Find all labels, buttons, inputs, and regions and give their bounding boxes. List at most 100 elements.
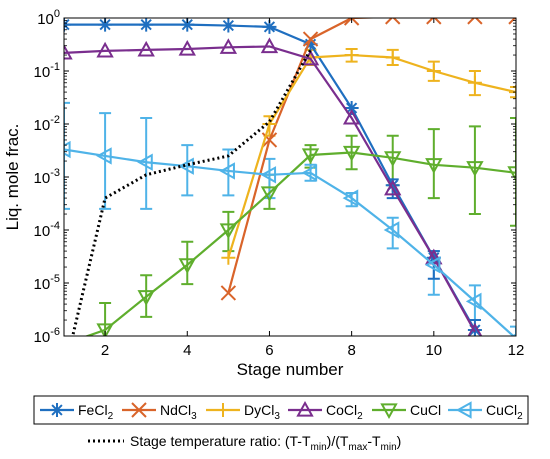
y-tick-label: 10-4 [34,220,60,240]
y-tick-exponent: -4 [50,220,60,232]
data-point [301,164,318,182]
data-point [178,258,196,274]
legend-label-main: CuCl [486,402,517,418]
data-point [344,48,359,63]
error-bar [140,116,153,210]
legend-entry: CuCl2 [448,401,523,422]
error-bar [181,240,194,286]
data-point [425,248,443,265]
y-tick-exponent: -5 [50,273,60,285]
data-point [178,39,196,56]
y-tick-exponent: -1 [50,61,60,73]
data-point [219,223,238,240]
note-sub-min2: min [381,442,397,453]
legend-marker [455,401,472,419]
data-point [221,250,236,265]
x-tick-label: 12 [508,342,525,359]
data-point [98,18,113,32]
error-bar [99,301,112,336]
data-point [342,145,361,162]
error-bar [510,85,516,99]
y-tick-label: 10-3 [34,167,60,187]
legend-entry: FeCl2 [40,402,114,422]
data-point [384,151,402,167]
legend-label-main: FeCl [78,402,108,418]
x-tick-label: 2 [101,342,109,359]
y-tick-base: 10 [34,329,51,346]
series-line [227,53,516,259]
x-axis-title: Stage number [237,360,344,379]
legend-label-sub: 3 [274,411,280,422]
data-point [96,147,112,165]
y-tick-label: 10-1 [34,61,60,81]
y-tick-base: 10 [34,64,51,81]
legend-entry: NdCl3 [122,402,197,422]
note-mid: )/(T [327,433,349,449]
y-tick-base: 10 [34,223,51,240]
y-axis-title: Liq. mole frac. [3,124,22,231]
x-tick-label: 8 [347,342,355,359]
note-end: ) [397,433,402,449]
error-bar [99,112,112,210]
y-tick-exponent: -2 [50,114,60,126]
x-tick-label: 4 [183,342,191,359]
note-sub-max: max [348,442,367,453]
data-point [180,18,195,32]
legend-label-sub: 2 [517,411,523,422]
y-tick-exponent: -6 [50,326,60,338]
legend-label-main: CoCl [326,402,357,418]
series-DyCl3 [221,48,516,265]
data-point [343,18,360,26]
data-point [301,49,320,66]
data-point [509,85,516,100]
legend-label: CuCl [410,402,441,418]
error-bar [468,125,481,216]
data-point [383,221,400,239]
data-point [260,37,279,54]
data-point [57,339,71,352]
data-point [425,158,443,174]
data-point [64,140,71,159]
data-point [220,285,237,301]
legend-marker [296,400,314,417]
y-tick-base: 10 [34,170,51,187]
plot-area [64,18,516,336]
y-tick-exponent: -3 [50,167,60,179]
series-layer [57,18,516,352]
data-point [260,186,279,203]
data-point [426,64,441,78]
legend-label-main: CuCl [410,402,441,418]
error-bar [427,128,440,200]
x-tick-label: 10 [425,342,442,359]
x-tick-label: 6 [265,342,273,359]
temperature-note: Stage temperature ratio: (T-Tmin)/(Tmax-… [88,433,401,453]
note-sub-min: min [311,442,327,453]
data-point [467,18,483,25]
data-point [301,148,320,165]
y-tick-label: 10-2 [34,114,60,134]
legend-label-main: NdCl [160,402,191,418]
legend-marker [216,403,230,417]
series-CuCl2 [64,140,516,336]
note-text: Stage temperature ratio: (T-Tmin)/(Tmax-… [130,433,401,453]
data-point [219,162,235,180]
data-point [261,132,278,148]
data-point [511,333,516,336]
data-point [384,179,402,196]
data-point [96,41,114,58]
data-point [467,322,483,336]
data-point [221,18,236,33]
note-mid2: -T [367,433,381,449]
legend-label: NdCl3 [160,402,197,422]
data-point [139,18,154,32]
data-point [137,40,155,57]
data-point [507,166,516,182]
data-point [302,31,319,47]
legend-entry: DyCl3 [206,402,280,422]
legend-label: CuCl2 [486,402,523,422]
series-line [64,45,476,333]
legend-box [33,395,529,425]
legend-label: DyCl3 [244,402,280,422]
